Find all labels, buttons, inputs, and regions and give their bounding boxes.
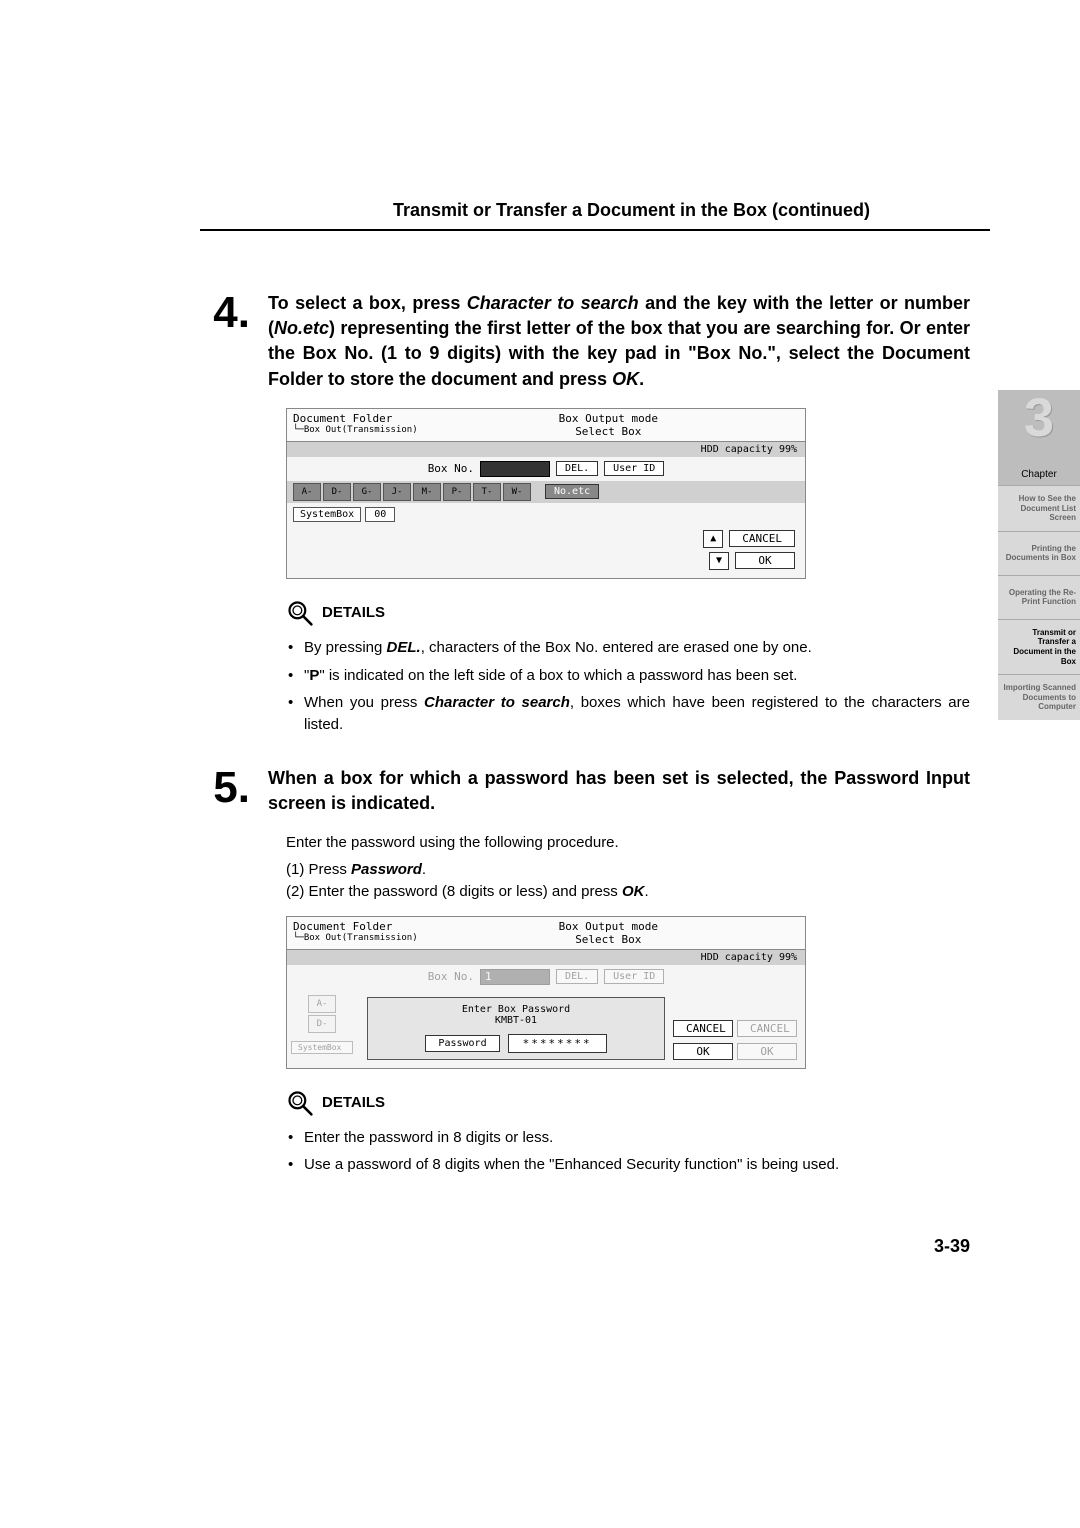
ok-button[interactable]: OK (735, 552, 795, 569)
step-5-number: 5. (200, 766, 250, 810)
pass-title1: Enter Box Password (374, 1004, 658, 1015)
details-1: DETAILS By pressing DEL., characters of … (286, 599, 990, 736)
noetc-button[interactable]: No.etc (545, 484, 599, 499)
page-header: Transmit or Transfer a Document in the B… (200, 200, 990, 231)
step-5: 5. When a box for which a password has b… (200, 766, 990, 816)
magnifier-icon (286, 599, 314, 627)
scr2-df: Document Folder (293, 920, 418, 933)
scr1-count: 00 (365, 507, 395, 522)
details-2-heading: DETAILS (322, 1094, 385, 1111)
step-4-text: To select a box, press Character to sear… (268, 291, 990, 392)
step4-it1: Character to search (467, 293, 639, 313)
details2-item-1: Use a password of 8 digits when the "Enh… (304, 1154, 970, 1176)
scr2-sub: └─Box Out(Transmission) (293, 933, 418, 943)
cancel-button[interactable]: CANCEL (729, 530, 795, 547)
key-G[interactable]: G- (353, 483, 381, 501)
step4-it2: No.etc (274, 318, 329, 338)
scr2-title: Box Output mode Select Box (559, 920, 658, 946)
details1-item-1: "P" is indicated on the left side of a b… (304, 665, 970, 687)
details-1-heading: DETAILS (322, 604, 385, 621)
systembox-button[interactable]: SystemBox (293, 507, 361, 522)
key-D[interactable]: D- (323, 483, 351, 501)
scr2-ok-outer: OK (737, 1043, 797, 1060)
details1-item-0: By pressing DEL., characters of the Box … (304, 637, 970, 659)
step5-sub1: (1) Press Password. (286, 859, 970, 882)
key-P[interactable]: P- (443, 483, 471, 501)
scr2-boxno-label: Box No. (428, 970, 474, 983)
step4-pre: To select a box, press (268, 293, 467, 313)
pass-title2: KMBT-01 (374, 1015, 658, 1026)
key-M[interactable]: M- (413, 483, 441, 501)
key-A[interactable]: A- (293, 483, 321, 501)
down-arrow-icon[interactable]: ▼ (709, 552, 729, 570)
scr1-key-row: A- D- G- J- M- P- T- W- No.etc (287, 481, 805, 503)
password-panel: Enter Box Password KMBT-01 Password ****… (367, 997, 665, 1060)
scr2-cancel-button[interactable]: CANCEL (673, 1020, 733, 1037)
scr1-sub: └─Box Out(Transmission) (293, 425, 418, 435)
step4-it3: OK (612, 369, 639, 389)
details1-item-2: When you press Character to search, boxe… (304, 692, 970, 736)
step-4: 4. To select a box, press Character to s… (200, 291, 990, 392)
details2-item-0: Enter the password in 8 digits or less. (304, 1127, 970, 1149)
step-5-text: When a box for which a password has been… (268, 766, 990, 816)
password-field[interactable]: ******** (508, 1034, 607, 1053)
step5-sub2: (2) Enter the password (8 digits or less… (286, 881, 970, 904)
del-button[interactable]: DEL. (556, 461, 598, 476)
scr2-boxno-input: 1 (480, 969, 550, 985)
scr2-del-button: DEL. (556, 969, 598, 984)
scr1-boxno-input[interactable] (480, 461, 550, 477)
scr1-title: Box Output mode Select Box (559, 412, 658, 438)
step-5-body: Enter the password using the following p… (286, 832, 990, 904)
scr2-systembox: SystemBox (291, 1041, 353, 1054)
key-W[interactable]: W- (503, 483, 531, 501)
page-content: Transmit or Transfer a Document in the B… (0, 0, 1080, 1317)
scr1-boxno-label: Box No. (428, 462, 474, 475)
step5-intro: Enter the password using the following p… (286, 832, 970, 855)
scr2-key-A: A- (308, 995, 336, 1013)
scr2-ok-button[interactable]: OK (673, 1043, 733, 1060)
step-4-number: 4. (200, 291, 250, 335)
scr1-hdd: HDD capacity 99% (287, 442, 805, 457)
scr2-hdd: HDD capacity 99% (287, 950, 805, 965)
screenshot-password: Document Folder └─Box Out(Transmission) … (286, 916, 806, 1069)
userid-button[interactable]: User ID (604, 461, 664, 476)
scr2-cancel-outer: CANCEL (737, 1020, 797, 1037)
chapter-label: Chapter (1021, 469, 1057, 481)
scr2-userid-button: User ID (604, 969, 664, 984)
up-arrow-icon[interactable]: ▲ (703, 530, 723, 548)
page-number: 3-39 (200, 1236, 990, 1257)
key-T[interactable]: T- (473, 483, 501, 501)
password-button[interactable]: Password (425, 1035, 499, 1052)
step4-end: . (639, 369, 644, 389)
magnifier-icon-2 (286, 1089, 314, 1117)
key-J[interactable]: J- (383, 483, 411, 501)
scr1-df: Document Folder (293, 412, 418, 425)
scr2-key-D: D- (308, 1015, 336, 1033)
screenshot-select-box: Document Folder └─Box Out(Transmission) … (286, 408, 806, 579)
details-2: DETAILS Enter the password in 8 digits o… (286, 1089, 990, 1177)
